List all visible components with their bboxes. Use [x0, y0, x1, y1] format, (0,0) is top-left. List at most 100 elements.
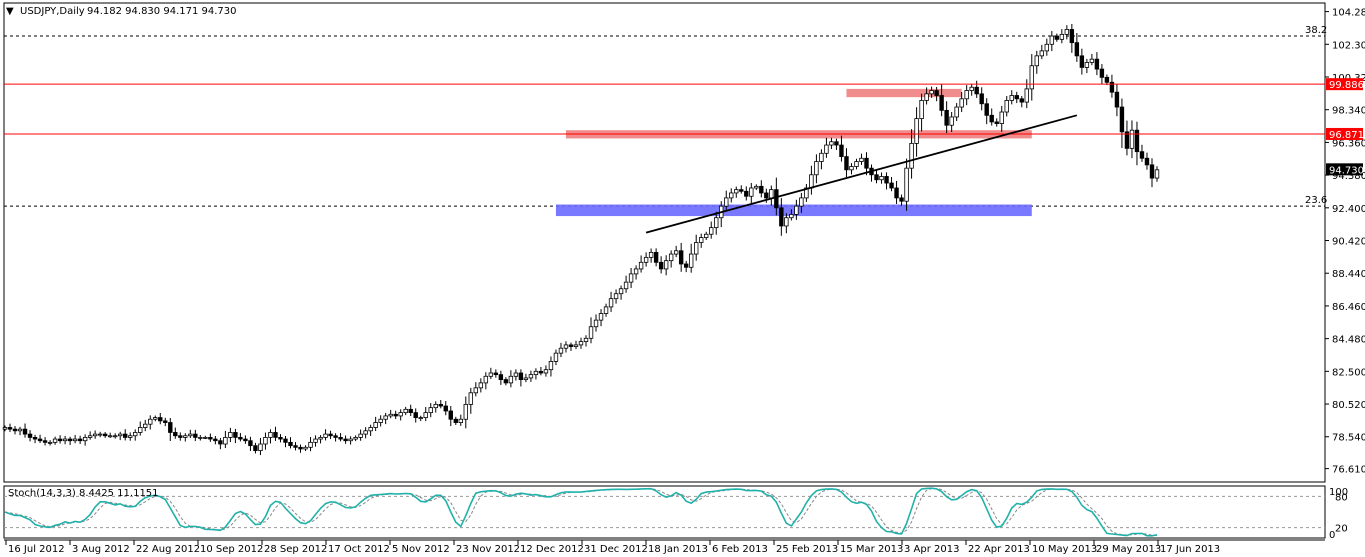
candle-body: [633, 268, 639, 275]
candle-body: [418, 417, 423, 419]
candle-body: [1009, 95, 1014, 101]
candle-body: [1144, 157, 1150, 166]
candle-body: [333, 435, 338, 438]
candle-body: [1114, 91, 1120, 108]
current-price-label: 94.730: [1329, 165, 1364, 176]
candle-body: [879, 176, 884, 181]
ohlc-label: 94.182 94.830 94.171 94.730: [87, 6, 237, 17]
candle-body: [909, 142, 914, 169]
candle-body: [77, 438, 83, 442]
header-dropdown-icon[interactable]: ▼: [6, 6, 14, 17]
candle-body: [42, 440, 48, 443]
candle-body: [944, 109, 949, 126]
candle-body: [1119, 106, 1125, 133]
candle-body: [308, 441, 313, 448]
x-tick-label: 23 Nov 2012: [456, 544, 520, 555]
candle-body: [999, 111, 1004, 124]
candle-body: [1079, 55, 1085, 68]
candle-body: [919, 100, 924, 120]
x-tick-label: 22 Aug 2012: [136, 544, 200, 555]
x-tick-label: 25 Feb 2013: [776, 544, 838, 555]
candle-body: [313, 438, 318, 443]
candle-body: [714, 217, 719, 229]
candle-body: [128, 435, 133, 438]
candle-body: [52, 438, 58, 443]
candle-body: [824, 144, 829, 154]
x-axis: 16 Jul 2012 3 Aug 2012 22 Aug 2012 10 Sep 2…: [4, 539, 1325, 555]
candle-body: [548, 361, 554, 371]
y-tick-label: 92.400: [1332, 204, 1365, 215]
candle-body: [82, 437, 88, 442]
candle-body: [318, 437, 323, 440]
candle-body: [47, 441, 53, 444]
candle-body: [744, 190, 749, 197]
candle-body: [218, 440, 223, 445]
candle-body: [2, 427, 8, 430]
candle-body: [613, 293, 619, 300]
y-tick-label: 86.460: [1332, 302, 1365, 313]
candle-body: [1054, 35, 1060, 40]
candle-body: [27, 433, 33, 438]
candle-body: [979, 93, 984, 105]
candle-body: [558, 347, 564, 354]
candle-body: [193, 433, 198, 438]
candle-body: [628, 273, 634, 283]
candle-body: [448, 410, 453, 420]
candle-body: [789, 214, 794, 219]
y-tick-label: 80.520: [1332, 400, 1365, 411]
candle-body: [138, 427, 143, 433]
price-line-label: 99.886: [1329, 80, 1364, 91]
y-tick-label: 76.610: [1332, 465, 1365, 476]
candle-body: [243, 438, 248, 442]
y-tick-label: 84.480: [1332, 335, 1365, 346]
stoch-main-line: [4, 487, 1158, 537]
candle-body: [433, 403, 438, 409]
candle-body: [874, 174, 879, 181]
candle-body: [854, 161, 859, 167]
candle-body: [1044, 43, 1050, 52]
candles: [2, 24, 1160, 456]
candle-body: [638, 261, 644, 270]
candle-body: [739, 189, 744, 192]
candle-body: [238, 437, 243, 440]
x-tick-label: 10 Sep 2012: [200, 544, 263, 555]
candle-body: [1129, 129, 1135, 149]
candle-body: [1014, 95, 1019, 100]
y-tick-label: 88.440: [1332, 269, 1365, 280]
candle-body: [1019, 98, 1024, 103]
candle-body: [673, 250, 679, 255]
candle-body: [37, 438, 43, 442]
candle-body: [583, 337, 589, 343]
candle-body: [163, 420, 168, 423]
stoch-label: Stoch(14,3,3) 8.4425 11.1151: [8, 488, 159, 499]
candle-body: [148, 418, 153, 425]
candle-body: [964, 90, 969, 100]
candle-body: [729, 192, 734, 199]
candle-body: [97, 433, 103, 436]
candle-body: [899, 197, 904, 202]
candle-body: [814, 161, 819, 176]
candle-body: [1069, 29, 1075, 44]
candle-body: [443, 405, 448, 412]
candle-body: [453, 418, 458, 423]
candle-body: [668, 253, 674, 262]
candle-body: [248, 440, 253, 447]
candle-body: [188, 433, 193, 437]
candle-body: [924, 93, 929, 101]
candle-body: [323, 433, 328, 438]
candle-body: [1064, 29, 1070, 35]
candle-body: [118, 433, 123, 437]
candle-body: [388, 413, 393, 417]
x-tick-label: 12 Dec 2012: [520, 544, 584, 555]
zone-rect: [555, 204, 1032, 217]
candle-body: [553, 352, 559, 362]
y-tick-label: 82.500: [1332, 367, 1365, 378]
candle-body: [133, 432, 138, 437]
candle-body: [974, 86, 979, 95]
candle-body: [1004, 100, 1009, 113]
candle-body: [844, 156, 849, 171]
candle-body: [498, 374, 504, 380]
candle-body: [643, 256, 649, 263]
x-tick-label: 3 Apr 2013: [904, 544, 959, 555]
